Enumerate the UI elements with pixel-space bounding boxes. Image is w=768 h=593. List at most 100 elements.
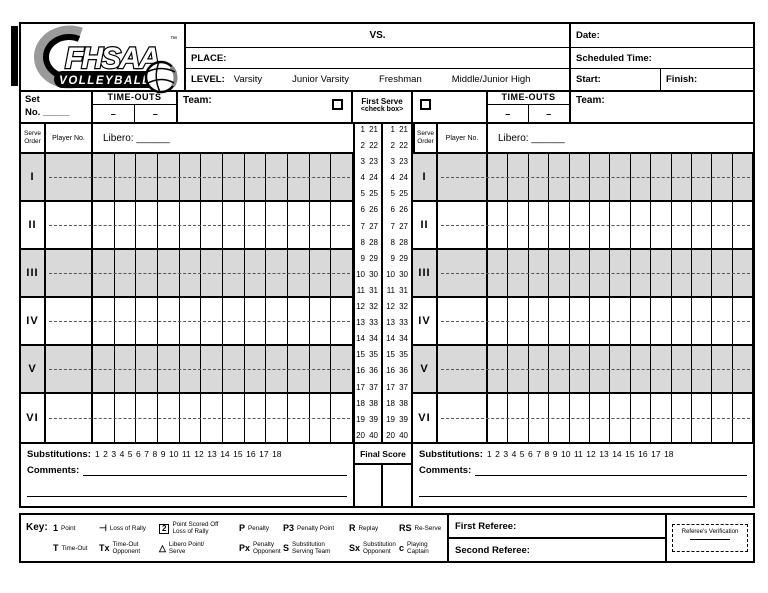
score-number[interactable]: 3 [390, 157, 395, 167]
score-cell[interactable] [158, 298, 180, 344]
score-cell[interactable] [331, 250, 354, 296]
score-number[interactable]: 29 [399, 253, 408, 263]
substitution-number-2[interactable]: 2 [103, 449, 108, 459]
score-cell[interactable] [651, 394, 672, 442]
score-number[interactable]: 36 [399, 366, 408, 376]
first-serve-checkbox-left[interactable] [332, 99, 343, 110]
score-cell[interactable] [310, 202, 332, 248]
date-field[interactable]: Date: [571, 24, 753, 48]
score-cell[interactable] [610, 298, 631, 344]
score-pair-9[interactable]: 9 29 [355, 253, 381, 263]
score-cell[interactable] [488, 394, 509, 442]
comments-write-line[interactable] [475, 465, 747, 476]
score-cell[interactable] [488, 250, 509, 296]
score-number[interactable]: 15 [356, 350, 365, 360]
score-pair-6[interactable]: 6 26 [355, 206, 381, 214]
score-number[interactable]: 9 [390, 253, 395, 263]
score-number[interactable]: 9 [360, 253, 365, 263]
score-cell[interactable] [692, 202, 713, 248]
score-cell[interactable] [549, 250, 570, 296]
score-number[interactable]: 4 [390, 173, 395, 183]
score-number[interactable]: 21 [399, 125, 408, 134]
score-cell[interactable] [672, 202, 692, 248]
score-cell[interactable] [570, 394, 590, 442]
libero-field-right[interactable]: Libero: ______ [488, 124, 753, 152]
team-name-field-right[interactable]: Team: [571, 92, 753, 122]
score-cell[interactable] [712, 250, 733, 296]
score-pair-18[interactable]: 18 38 [355, 398, 381, 408]
score-cell[interactable] [631, 202, 652, 248]
substitution-number-15[interactable]: 15 [625, 449, 635, 459]
score-number[interactable]: 21 [369, 125, 378, 134]
substitution-number-5[interactable]: 5 [519, 449, 525, 459]
timeout-box-3[interactable]: – [488, 105, 529, 122]
score-pair-20[interactable]: 20 40 [383, 431, 411, 440]
substitution-number-10[interactable]: 10 [560, 449, 571, 459]
player-no-cell[interactable] [46, 154, 93, 200]
score-cell[interactable] [651, 154, 672, 200]
score-cell[interactable] [672, 154, 692, 200]
score-number[interactable]: 1 [360, 125, 365, 134]
score-cell[interactable] [245, 394, 267, 442]
score-number[interactable]: 38 [369, 398, 378, 408]
score-cell[interactable] [266, 202, 289, 248]
score-cell[interactable] [672, 394, 692, 442]
score-pair-7[interactable]: 7 27 [355, 222, 381, 231]
score-number[interactable]: 3 [360, 157, 365, 167]
finish-field[interactable]: Finish: [661, 69, 753, 90]
score-number[interactable]: 18 [356, 398, 365, 408]
score-number[interactable]: 24 [399, 173, 408, 183]
score-number[interactable]: 12 [386, 302, 395, 312]
score-number[interactable]: 25 [369, 189, 378, 199]
score-number[interactable]: 24 [369, 173, 378, 183]
score-cell[interactable] [201, 346, 224, 392]
first-referee-field[interactable]: First Referee: [449, 515, 665, 539]
score-pair-14[interactable]: 14 34 [355, 335, 381, 343]
score-number[interactable]: 6 [390, 205, 395, 215]
score-cell[interactable] [549, 394, 570, 442]
level-option-freshman[interactable]: Freshman [378, 74, 422, 85]
score-cell[interactable] [631, 346, 652, 392]
score-cell[interactable] [529, 202, 550, 248]
score-cell[interactable] [115, 346, 137, 392]
score-cell[interactable] [508, 298, 529, 344]
score-cell[interactable] [610, 202, 631, 248]
score-number[interactable]: 5 [360, 189, 365, 199]
score-number[interactable]: 39 [399, 414, 408, 424]
score-cell[interactable] [223, 154, 245, 200]
score-cell[interactable] [712, 154, 733, 200]
score-cell[interactable] [488, 202, 509, 248]
score-cell[interactable] [692, 346, 713, 392]
substitution-number-11[interactable]: 11 [573, 449, 583, 459]
score-cell[interactable] [651, 250, 672, 296]
score-cell[interactable] [310, 298, 332, 344]
score-number[interactable]: 30 [369, 269, 378, 279]
score-pair-19[interactable]: 19 39 [355, 415, 381, 424]
comments-write-line-2[interactable] [27, 496, 347, 497]
score-cell[interactable] [93, 394, 115, 442]
score-cell[interactable] [245, 154, 267, 200]
score-cell[interactable] [115, 202, 137, 248]
score-number[interactable]: 25 [399, 189, 408, 199]
player-no-cell[interactable] [46, 250, 93, 296]
score-cell[interactable] [288, 202, 310, 248]
score-pair-12[interactable]: 12 32 [383, 303, 411, 311]
score-cell[interactable] [331, 202, 354, 248]
score-pair-3[interactable]: 3 23 [383, 158, 411, 166]
score-cell[interactable] [672, 250, 692, 296]
substitution-number-17[interactable]: 17 [651, 449, 661, 459]
score-cell[interactable] [508, 394, 529, 442]
score-number[interactable]: 30 [399, 269, 408, 279]
substitution-number-16[interactable]: 16 [246, 449, 256, 459]
substitution-number-6[interactable]: 6 [528, 449, 533, 459]
player-no-cell[interactable] [46, 394, 93, 442]
score-cell[interactable] [331, 298, 354, 344]
score-pair-7[interactable]: 7 27 [383, 222, 411, 231]
score-number[interactable]: 35 [369, 350, 378, 360]
score-pair-15[interactable]: 15 35 [383, 351, 411, 359]
substitution-number-10[interactable]: 10 [168, 449, 179, 459]
score-cell[interactable] [692, 250, 713, 296]
score-cell[interactable] [508, 250, 529, 296]
score-number[interactable]: 23 [369, 157, 378, 167]
score-number[interactable]: 31 [399, 285, 408, 295]
